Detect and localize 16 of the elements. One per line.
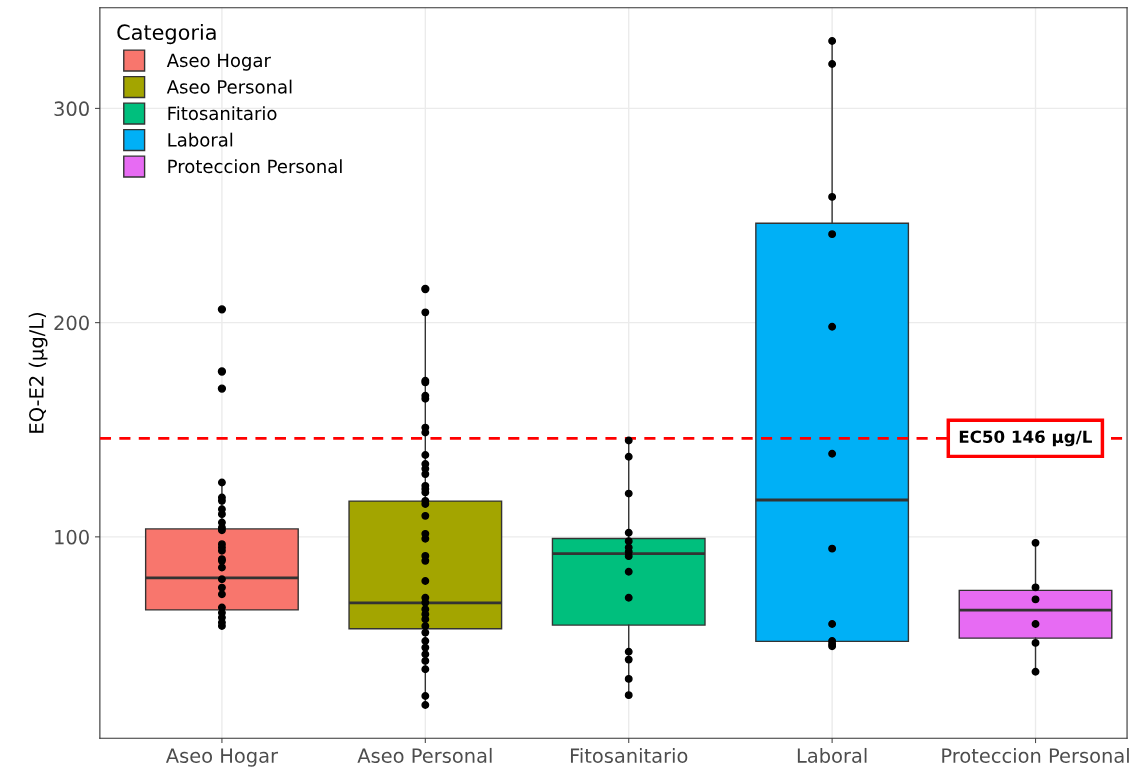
legend-label: Aseo Personal — [166, 79, 292, 94]
x-tick-label: Proteccion Personal — [942, 747, 1129, 763]
x-tick-label: Fitosanitario — [570, 747, 688, 763]
legend-label: Laboral — [168, 132, 233, 147]
ref-line-label: EC50 146 µg/L — [959, 430, 1092, 447]
x-tick-label: Aseo Personal — [357, 747, 492, 763]
legend-title: Categoria — [117, 23, 216, 45]
y-axis-title: EQ-E2 (µg/L) — [28, 313, 48, 433]
x-tick-label: Aseo Hogar — [165, 748, 279, 767]
x-tick-label: Laboral — [797, 747, 867, 763]
y-tick-label: 300 — [54, 101, 89, 117]
legend-label: Proteccion Personal — [168, 159, 342, 174]
y-tick-label: 200 — [54, 315, 89, 331]
legend-label: Aseo Hogar — [166, 53, 271, 71]
y-tick-label: 100 — [55, 529, 89, 545]
legend-label: Fitosanitario — [168, 106, 277, 121]
